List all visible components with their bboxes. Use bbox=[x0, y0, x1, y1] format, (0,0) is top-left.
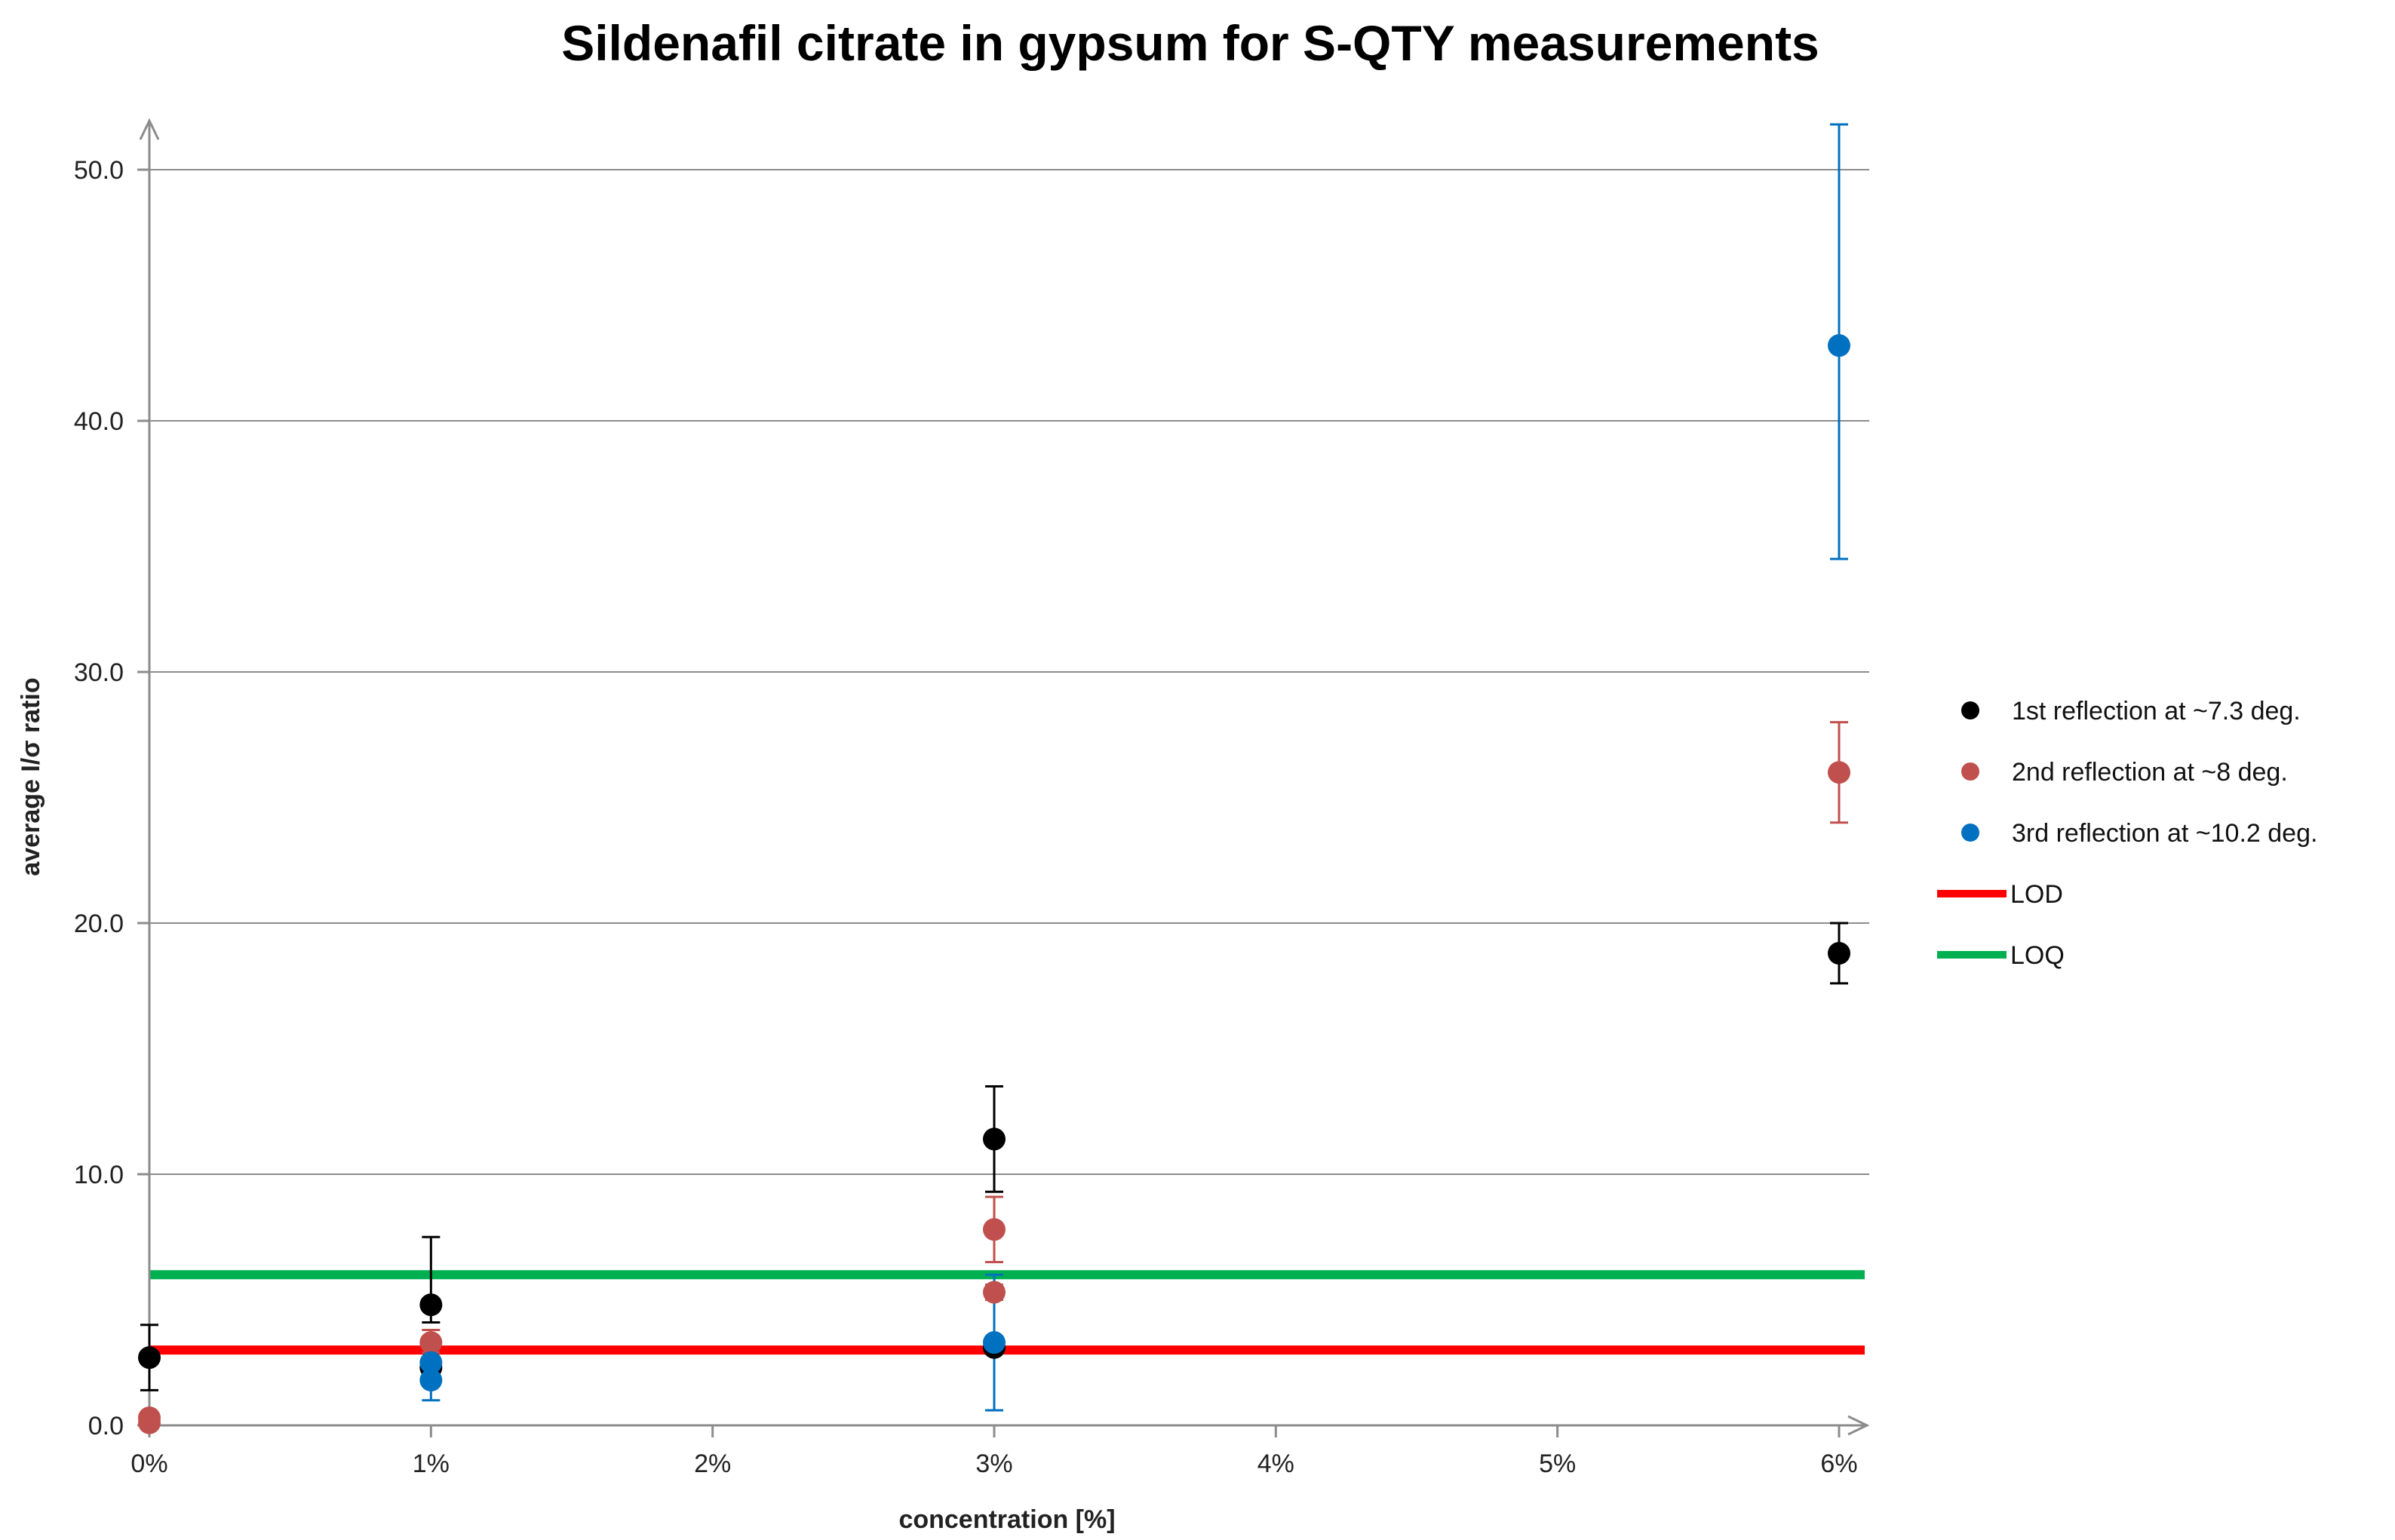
y-axis-arrow bbox=[139, 118, 160, 140]
y-tick-label: 40.0 bbox=[74, 407, 124, 436]
y-tick-label: 0.0 bbox=[88, 1412, 124, 1440]
x-axis-title: concentration [%] bbox=[898, 1505, 1115, 1534]
x-axis-arrow bbox=[1847, 1415, 1870, 1436]
data-point bbox=[983, 1218, 1006, 1241]
axes bbox=[137, 118, 1870, 1437]
y-axis-title: average I/σ ratio bbox=[17, 677, 45, 876]
tick-labels: 0.0 10.0 20.0 30.0 40.0 50.0 0% 1% 2% 3% 4% 5% 6% bbox=[74, 156, 1858, 1478]
data-point bbox=[419, 1369, 443, 1392]
legend-label: LOD bbox=[2010, 880, 2063, 909]
data-point bbox=[419, 1293, 443, 1317]
x-tick-label: 1% bbox=[413, 1450, 450, 1478]
legend-marker bbox=[1961, 762, 1979, 781]
legend-label: 2nd reflection at ~8 deg. bbox=[2012, 758, 2288, 787]
data-point bbox=[1828, 761, 1850, 784]
x-tick-label: 0% bbox=[130, 1450, 167, 1478]
x-tick-label: 2% bbox=[694, 1450, 731, 1478]
x-tick-label: 6% bbox=[1820, 1450, 1857, 1478]
grid-lines bbox=[149, 169, 1869, 1175]
data-point bbox=[419, 1331, 443, 1354]
data-point bbox=[1828, 334, 1850, 357]
legend-label: 3rd reflection at ~10.2 deg. bbox=[2012, 819, 2317, 848]
x-tick-label: 4% bbox=[1257, 1450, 1294, 1478]
data-point bbox=[983, 1127, 1006, 1151]
data-point bbox=[138, 1411, 161, 1434]
data-point bbox=[1828, 941, 1850, 965]
legend-label: 1st reflection at ~7.3 deg. bbox=[2012, 697, 2301, 726]
legend-label: LOQ bbox=[2010, 941, 2065, 970]
x-tick-label: 3% bbox=[975, 1450, 1012, 1478]
y-tick-label: 50.0 bbox=[74, 156, 124, 185]
data-point bbox=[983, 1281, 1006, 1304]
legend-marker bbox=[1961, 701, 1979, 719]
data-point bbox=[138, 1346, 161, 1370]
y-tick-label: 10.0 bbox=[74, 1161, 124, 1189]
y-tick-label: 30.0 bbox=[74, 658, 124, 687]
reference-lines bbox=[149, 1270, 1865, 1355]
x-tick-label: 5% bbox=[1539, 1450, 1576, 1478]
data-points bbox=[138, 334, 1850, 1434]
chart-title: Sildenafil citrate in gypsum for S-QTY m… bbox=[561, 15, 1819, 71]
data-point bbox=[419, 1351, 443, 1374]
legend-marker bbox=[1961, 824, 1979, 842]
legend: 1st reflection at ~7.3 deg. 2nd reflectio… bbox=[1937, 697, 2317, 970]
y-tick-label: 20.0 bbox=[74, 910, 124, 938]
data-point bbox=[983, 1331, 1006, 1354]
